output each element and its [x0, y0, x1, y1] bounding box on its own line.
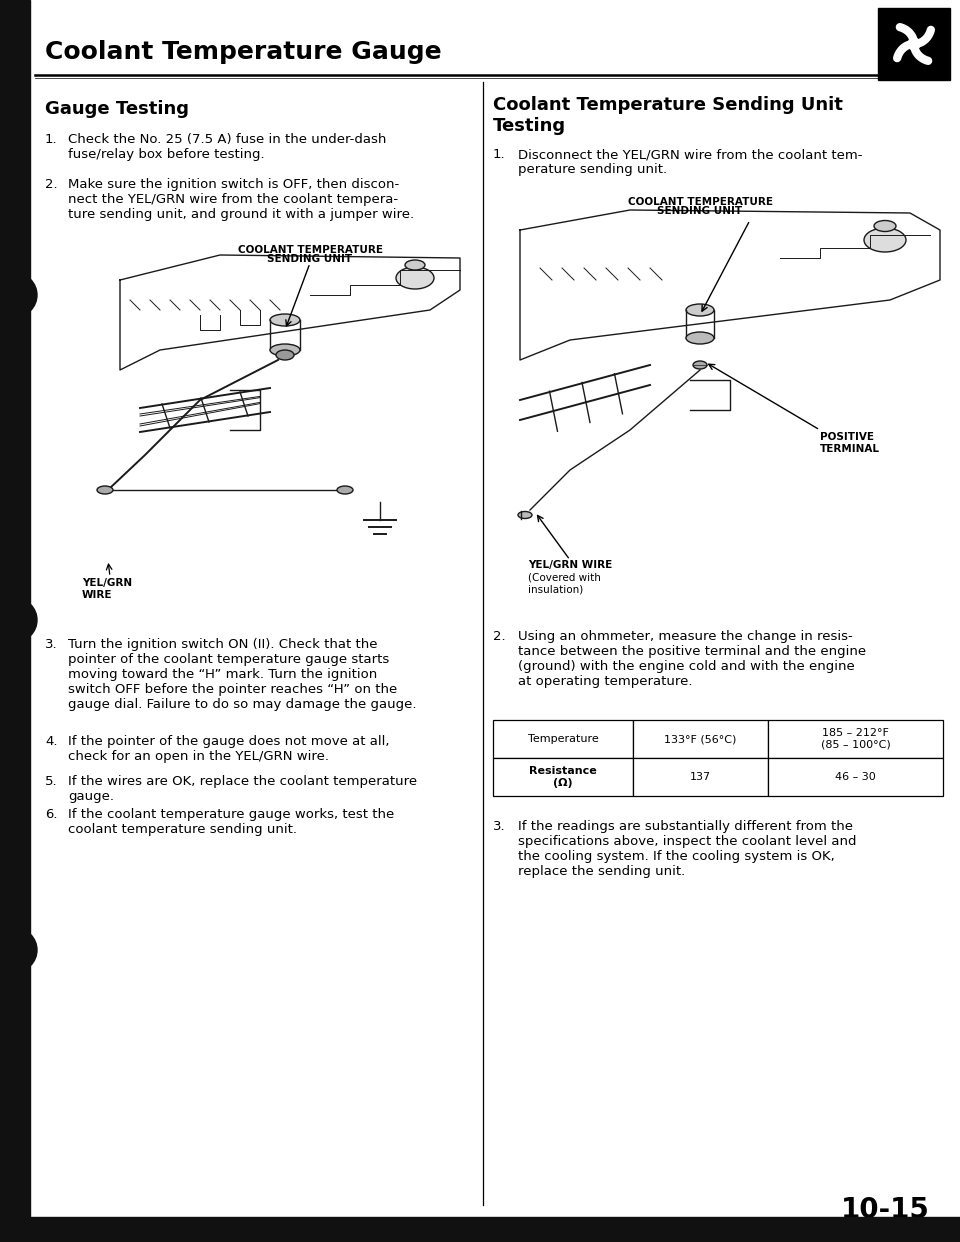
Text: If the coolant temperature gauge works, test the
coolant temperature sending uni: If the coolant temperature gauge works, …: [68, 809, 395, 836]
Ellipse shape: [693, 361, 707, 369]
Circle shape: [0, 597, 37, 642]
Ellipse shape: [874, 221, 896, 231]
Text: COOLANT TEMPERATURE: COOLANT TEMPERATURE: [628, 197, 773, 207]
Bar: [0, 0, 30, 1242]
Bar: [0, 1217, 960, 1242]
Circle shape: [908, 39, 920, 50]
Text: TERMINAL: TERMINAL: [820, 443, 880, 455]
Text: .emanualpro.com: .emanualpro.com: [35, 1225, 120, 1235]
Text: 2.: 2.: [45, 178, 58, 191]
Text: 6.: 6.: [45, 809, 58, 821]
Text: 185 – 212°F
(85 – 100°C): 185 – 212°F (85 – 100°C): [821, 728, 890, 750]
Text: Using an ohmmeter, measure the change in resis-
tance between the positive termi: Using an ohmmeter, measure the change in…: [518, 630, 866, 688]
Text: COOLANT TEMPERATURE: COOLANT TEMPERATURE: [237, 245, 382, 255]
Text: YEL/GRN: YEL/GRN: [82, 578, 132, 587]
Text: Make sure the ignition switch is OFF, then discon-
nect the YEL/GRN wire from th: Make sure the ignition switch is OFF, th…: [68, 178, 414, 221]
Text: SENDING UNIT: SENDING UNIT: [268, 255, 352, 265]
Bar: [490, 200, 948, 610]
Text: Temperature: Temperature: [528, 734, 598, 744]
Text: Turn the ignition switch ON (II). Check that the
pointer of the coolant temperat: Turn the ignition switch ON (II). Check …: [68, 638, 417, 710]
Ellipse shape: [405, 260, 425, 270]
Bar: [493, 758, 633, 796]
Bar: [633, 720, 768, 758]
Text: Gauge Testing: Gauge Testing: [45, 101, 189, 118]
Text: 137: 137: [690, 773, 711, 782]
Text: Coolant Temperature Sending Unit: Coolant Temperature Sending Unit: [493, 96, 843, 114]
Text: POSITIVE: POSITIVE: [820, 432, 874, 442]
Circle shape: [0, 273, 37, 317]
Text: 133°F (56°C): 133°F (56°C): [664, 734, 736, 744]
Text: 4.: 4.: [45, 735, 58, 748]
Text: 5.: 5.: [45, 775, 58, 787]
Ellipse shape: [270, 344, 300, 356]
Text: If the readings are substantially different from the
specifications above, inspe: If the readings are substantially differ…: [518, 820, 856, 878]
Bar: [878, 7, 950, 79]
Text: WIRE: WIRE: [82, 590, 112, 600]
Circle shape: [0, 928, 37, 972]
Text: carmanualsonline.info: carmanualsonline.info: [829, 1227, 930, 1237]
Bar: [493, 720, 633, 758]
Text: insulation): insulation): [528, 584, 584, 594]
Ellipse shape: [337, 486, 353, 494]
Ellipse shape: [864, 229, 906, 252]
Text: 1.: 1.: [45, 133, 58, 147]
Text: 46 – 30: 46 – 30: [835, 773, 876, 782]
Bar: [633, 758, 768, 796]
Text: 2.: 2.: [493, 630, 506, 643]
Bar: [768, 758, 943, 796]
Text: 3.: 3.: [45, 638, 58, 651]
Text: If the wires are OK, replace the coolant temperature
gauge.: If the wires are OK, replace the coolant…: [68, 775, 418, 804]
Text: 3.: 3.: [493, 820, 506, 833]
Ellipse shape: [276, 350, 294, 360]
Text: Coolant Temperature Gauge: Coolant Temperature Gauge: [45, 40, 442, 65]
Text: Disconnect the YEL/GRN wire from the coolant tem-
perature sending unit.: Disconnect the YEL/GRN wire from the coo…: [518, 148, 862, 176]
Bar: [55, 248, 462, 619]
Ellipse shape: [518, 512, 532, 518]
Ellipse shape: [686, 304, 714, 315]
Text: 1.: 1.: [493, 148, 506, 161]
Text: Testing: Testing: [493, 117, 566, 135]
Text: (Covered with: (Covered with: [528, 573, 601, 582]
Ellipse shape: [270, 314, 300, 325]
Ellipse shape: [396, 267, 434, 289]
Text: Resistance
(Ω): Resistance (Ω): [529, 766, 597, 787]
Text: YEL/GRN WIRE: YEL/GRN WIRE: [528, 560, 612, 570]
Bar: [768, 720, 943, 758]
Text: If the pointer of the gauge does not move at all,
check for an open in the YEL/G: If the pointer of the gauge does not mov…: [68, 735, 390, 763]
Ellipse shape: [97, 486, 113, 494]
Text: SENDING UNIT: SENDING UNIT: [658, 206, 743, 216]
Text: Check the No. 25 (7.5 A) fuse in the under-dash
fuse/relay box before testing.: Check the No. 25 (7.5 A) fuse in the und…: [68, 133, 386, 161]
Ellipse shape: [686, 332, 714, 344]
Text: 10-15: 10-15: [841, 1196, 930, 1225]
